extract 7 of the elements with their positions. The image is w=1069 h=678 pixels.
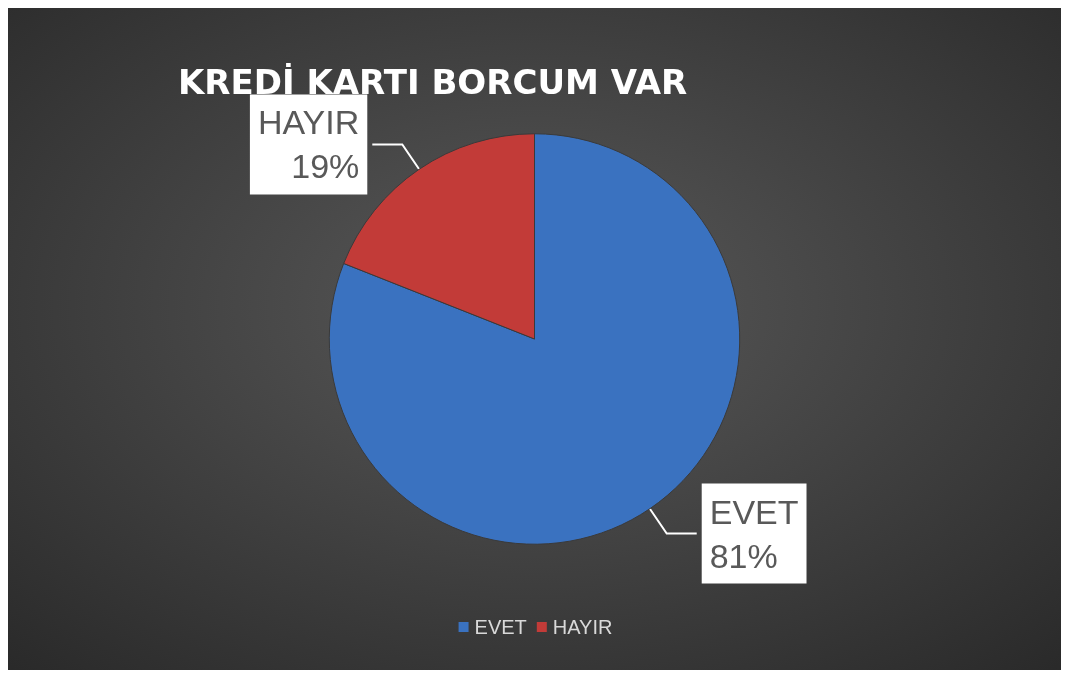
data-label: 19% xyxy=(291,147,360,186)
legend-label: HAYIR xyxy=(552,616,613,638)
data-label: 81% xyxy=(709,536,778,575)
legend-label: EVET xyxy=(474,616,527,638)
slice-label: HAYIR xyxy=(257,103,360,142)
chart-title: KREDİ KARTI BORCUM VAR xyxy=(178,62,688,102)
slice-label: EVET xyxy=(709,492,799,531)
